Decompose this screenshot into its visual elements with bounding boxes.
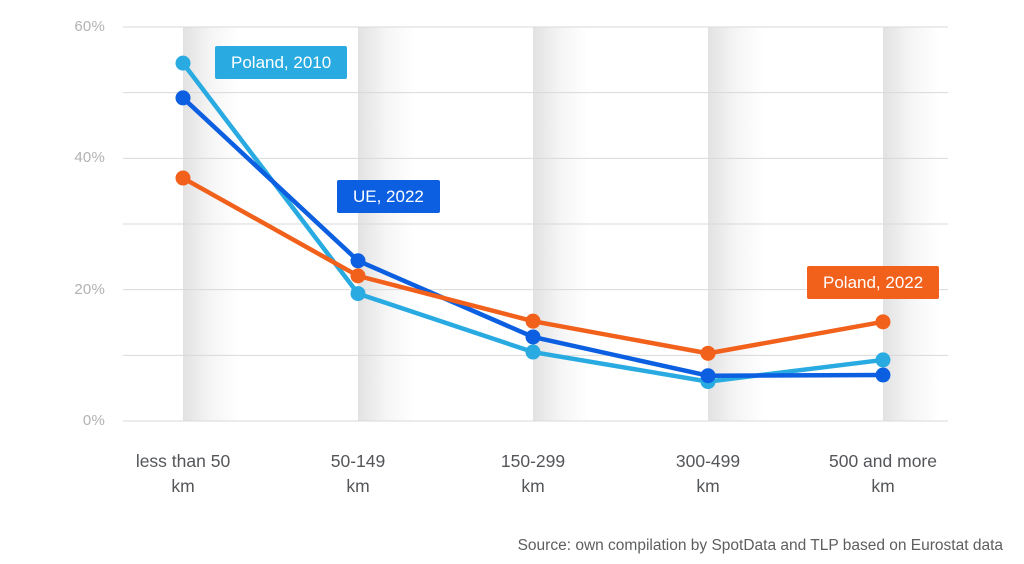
data-point-poland-2010-2: [525, 344, 541, 360]
data-point-ue-2022-2: [525, 329, 541, 345]
data-point-ue-2022-0: [175, 90, 191, 106]
y-axis-tick-0: 0%: [82, 412, 105, 429]
data-point-poland-2022-1: [350, 268, 366, 284]
category-line2: km: [521, 476, 545, 496]
category-line2: km: [696, 476, 720, 496]
category-line1: 150-299: [500, 451, 566, 471]
data-point-poland-2022-3: [700, 345, 716, 361]
data-point-poland-2022-2: [525, 313, 541, 329]
data-point-poland-2010-4: [875, 352, 891, 368]
source-attribution: Source: own compilation by SpotData and …: [517, 537, 1003, 554]
category-line2: km: [871, 476, 895, 496]
y-axis-tick-20: 20%: [74, 281, 105, 298]
data-point-ue-2022-4: [875, 367, 891, 383]
series-label-poland-2022: Poland, 2022: [807, 266, 940, 299]
data-point-poland-2022-4: [875, 314, 891, 330]
x-axis-category-50-149km: 50-149 km: [273, 449, 443, 499]
data-point-poland-2010-0: [175, 55, 191, 71]
y-axis-tick-40: 40%: [74, 149, 105, 166]
category-line2: km: [171, 476, 195, 496]
category-line2: km: [346, 476, 370, 496]
data-point-ue-2022-1: [350, 253, 366, 269]
x-axis-category-300-499km: 300-499 km: [623, 449, 793, 499]
category-line1: less than 50: [135, 451, 231, 471]
data-point-poland-2010-1: [350, 286, 366, 302]
series-label-poland-2010: Poland, 2010: [215, 46, 348, 79]
category-line1: 500 and more: [829, 451, 937, 471]
category-line1: 300-499: [675, 451, 741, 471]
y-axis-tick-60: 60%: [74, 18, 105, 35]
x-axis-category-500-and-more-km: 500 and more km: [798, 449, 968, 499]
series-label-ue-2022: UE, 2022: [337, 180, 440, 213]
category-line1: 50-149: [330, 451, 386, 471]
data-point-ue-2022-3: [700, 368, 716, 384]
data-point-poland-2022-0: [175, 170, 191, 186]
x-axis-category-less-than-50km: less than 50 km: [98, 449, 268, 499]
x-axis-category-150-299km: 150-299 km: [448, 449, 618, 499]
